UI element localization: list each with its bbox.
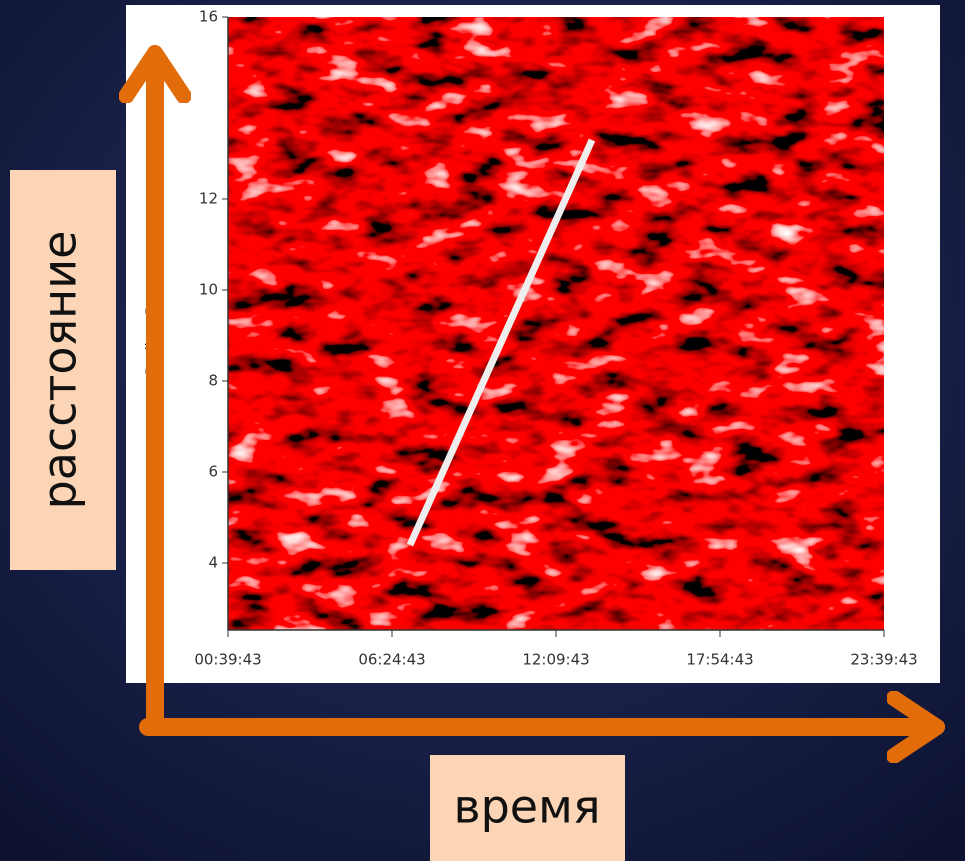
x-tick-label: 17:54:43 [686,651,753,669]
x-tick-label: 23:39:43 [850,651,917,669]
y-tick-label: 10 [199,281,218,299]
y-label: расстояние [33,231,87,510]
x-tick-label: 06:24:43 [358,651,425,669]
y-tick-label: 6 [208,463,218,481]
y-tick-label: 8 [208,372,218,390]
x-tick-label: 00:39:43 [194,651,261,669]
slide: Radius, R 16121086400:39:4306:24:4312:09… [0,0,965,861]
y-tick-label: 4 [208,554,218,572]
y-tick-label: 16 [199,8,218,26]
x-label: время [454,780,601,834]
heatmap [228,17,884,630]
page: Radius, R 16121086400:39:4306:24:4312:09… [0,0,965,861]
x-tick-label: 12:09:43 [522,651,589,669]
y-tick-label: 12 [199,190,218,208]
